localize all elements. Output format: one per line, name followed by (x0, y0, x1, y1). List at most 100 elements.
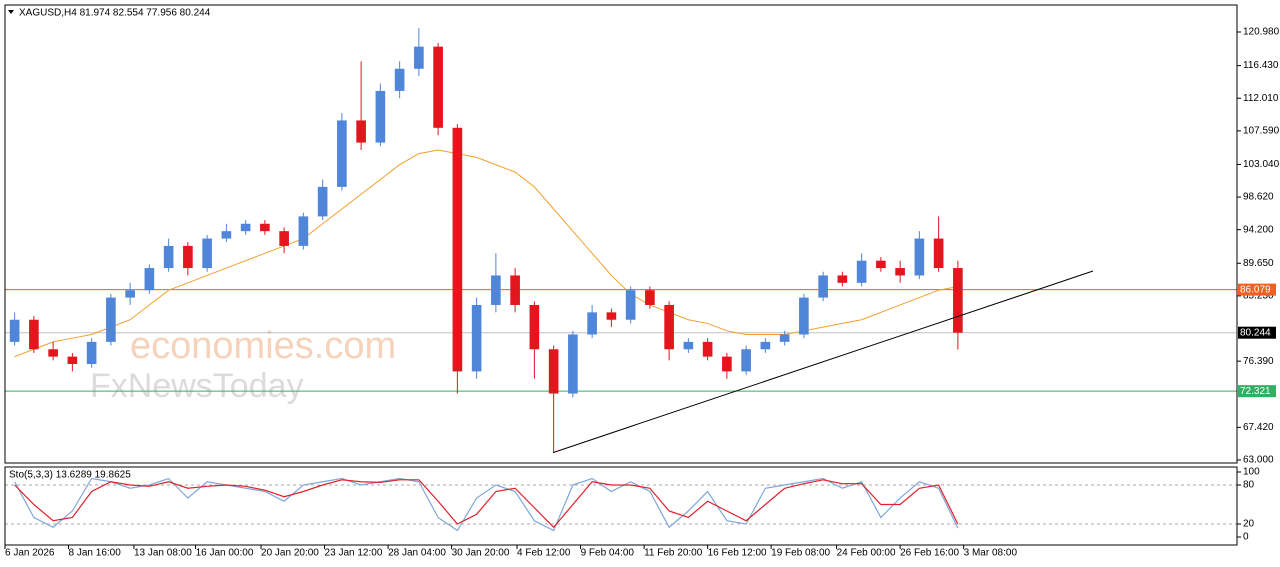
candle-body (818, 275, 828, 298)
plot: 63.000 67.420 76.390 85.230 89.650 94.200 98.6… (4, 27, 1280, 559)
candle-body (279, 231, 289, 246)
candle-body (48, 349, 58, 357)
candle-body (683, 341, 694, 350)
candle-body (568, 334, 578, 394)
watermark: FxNewsToday (90, 367, 304, 405)
candle-body (914, 238, 925, 276)
y-tick-label: 76.390 (1243, 356, 1274, 367)
y-tick-label: 103.040 (1243, 159, 1280, 170)
candle-body (144, 268, 155, 291)
candle-body (86, 341, 97, 365)
watermark: economies.com (130, 325, 396, 367)
x-tick-label: 11 Feb 20:00 (644, 548, 703, 559)
x-tick-label: 9 Feb 04:00 (581, 548, 635, 559)
candle-body (529, 304, 540, 350)
candle-body (645, 290, 655, 305)
y-tick-label: 112.010 (1243, 93, 1279, 104)
x-tick-label: 26 Feb 16:00 (900, 548, 959, 559)
candle-body (722, 356, 732, 372)
y-tick-label: 63.000 (1243, 455, 1274, 466)
candle-body (221, 231, 232, 239)
candle-body (260, 223, 270, 232)
candle-body (895, 268, 905, 276)
x-tick-label: 16 Jan 00:00 (196, 548, 254, 559)
x-tick-label: 30 Jan 20:00 (452, 548, 510, 559)
y-tick-label: 0 (1243, 532, 1249, 543)
sub-frame (4, 466, 1238, 546)
candle-body (760, 341, 771, 350)
candle-body (664, 304, 674, 350)
candle-body (587, 312, 597, 335)
candle-body (106, 297, 116, 342)
y-tick-label: 120.980 (1243, 27, 1280, 38)
candle-body (548, 349, 559, 394)
indicator-title: Sto(5,3,3) 13.6289 19.8625 (9, 470, 131, 481)
y-tick-label: 94.200 (1243, 224, 1274, 235)
y-tick-label: 100 (1243, 467, 1260, 478)
y-tick-label: 89.650 (1243, 258, 1274, 269)
y-tick-label: 80 (1243, 480, 1255, 491)
candle-body (9, 319, 20, 342)
candle-body (856, 260, 867, 283)
trendline (552, 270, 1094, 454)
x-tick-label: 20 Jan 20:00 (261, 548, 319, 559)
chart-title: XAGUSD,H4 81.974 82.554 77.956 80.244 (19, 8, 211, 19)
level-badge (1238, 283, 1276, 296)
level-label: 86.079 (1240, 284, 1271, 295)
candle-body (606, 312, 617, 320)
y-tick-label: 67.420 (1243, 422, 1274, 433)
level-badge (1238, 326, 1276, 339)
x-tick-label: 16 Feb 12:00 (708, 548, 767, 559)
candle-body (356, 120, 366, 143)
candle-body (337, 120, 347, 187)
x-tick-label: 28 Jan 04:00 (388, 548, 446, 559)
candle-body (414, 46, 424, 69)
candle-body (799, 297, 809, 335)
stochastic-line (14, 477, 959, 532)
x-tick-label: 23 Jan 12:00 (325, 548, 383, 559)
x-tick-label: 4 Feb 12:00 (517, 548, 571, 559)
y-tick-label: 116.430 (1243, 60, 1279, 71)
candle-body (702, 341, 713, 357)
candle-body (375, 90, 386, 143)
x-tick-label: 6 Jan 2026 (5, 548, 55, 559)
candle-body (452, 127, 463, 372)
candle-body (240, 223, 251, 232)
level-badge (1238, 385, 1276, 398)
y-tick-label: 20 (1243, 519, 1255, 530)
candle-body (933, 238, 944, 269)
candle-body (510, 275, 520, 305)
candle-body (471, 304, 482, 372)
candle-body (837, 275, 848, 283)
candle-body (183, 245, 193, 269)
x-tick-label: 19 Feb 08:00 (771, 548, 830, 559)
x-tick-label: 24 Feb 00:00 (837, 548, 896, 559)
candle-body (433, 46, 443, 128)
y-tick-label: 98.620 (1243, 192, 1274, 203)
x-tick-label: 8 Jan 16:00 (69, 548, 122, 559)
level-label: 80.244 (1240, 327, 1271, 338)
candle-body (202, 238, 212, 269)
stochastic-line (14, 479, 959, 529)
candle-body (741, 349, 751, 372)
y-tick-label: 85.230 (1243, 291, 1274, 302)
x-tick-label: 13 Jan 08:00 (134, 548, 192, 559)
main-frame (4, 4, 1238, 464)
x-tick-label: 3 Mar 08:00 (964, 548, 1018, 559)
level-label: 72.321 (1240, 386, 1271, 397)
candle-body (394, 68, 405, 91)
candle-body (953, 268, 963, 333)
candle-body (298, 216, 309, 246)
candle-body (125, 290, 135, 298)
y-tick-label: 107.590 (1243, 125, 1280, 136)
candle-body (779, 334, 790, 342)
candle-body (29, 319, 39, 350)
menu-arrow[interactable] (8, 10, 14, 14)
candle-body (317, 186, 328, 217)
candle-body (67, 356, 78, 365)
candle-body (491, 275, 501, 305)
candle-body (625, 290, 636, 320)
